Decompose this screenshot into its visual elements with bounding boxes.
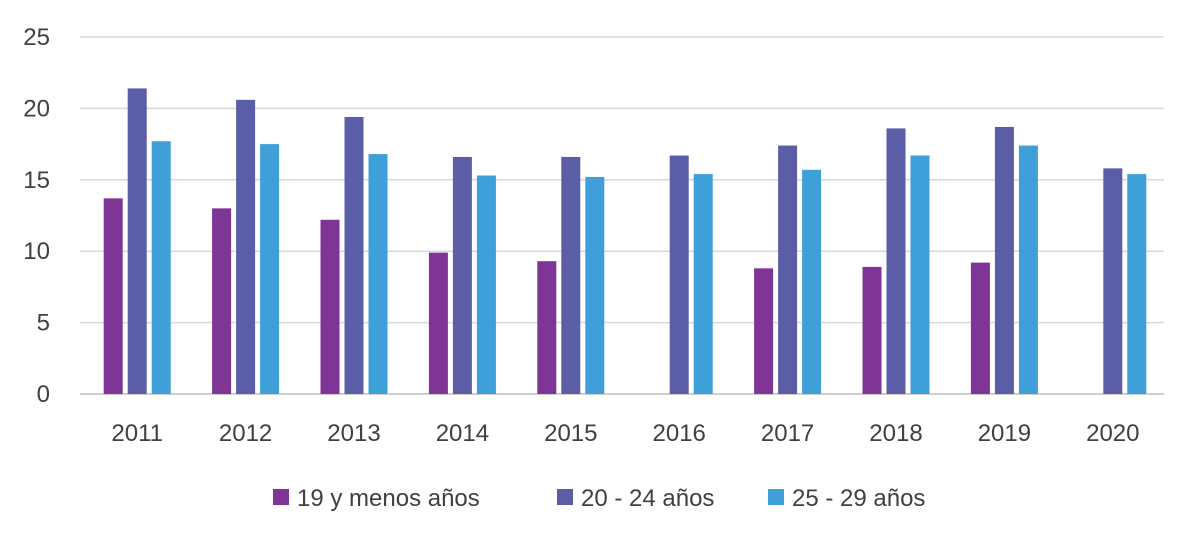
x-axis-ticks: 2011 2012 2013 2014 2015 2016 2017 2018 2019 2020	[111, 420, 1139, 447]
legend-item: 19 y menos años	[273, 485, 480, 512]
bar-2018-series-2	[886, 128, 906, 394]
x-tick-label: 2017	[761, 420, 814, 447]
bar-2017-series-1	[754, 268, 774, 394]
bar-2012-series-1	[212, 208, 232, 394]
bar-2012-series-2	[236, 99, 256, 394]
y-axis-ticks: 0 5 10 15 20 25	[23, 24, 50, 408]
y-tick-label: 15	[23, 167, 50, 194]
bar-2019-series-3	[1018, 145, 1038, 394]
x-tick-label: 2016	[653, 420, 706, 447]
bar-2018-series-3	[910, 155, 930, 394]
x-tick-label: 2011	[111, 420, 163, 447]
x-tick-label: 2018	[869, 420, 922, 447]
bar-2014-series-3	[476, 175, 496, 394]
legend-label: 20 - 24 años	[581, 485, 714, 512]
y-tick-label: 10	[23, 238, 50, 265]
x-tick-label: 2012	[219, 420, 272, 447]
bar-2020-series-3	[1127, 174, 1147, 394]
bar-2019-series-1	[970, 262, 990, 394]
bar-2019-series-2	[994, 126, 1014, 395]
bar-2016-series-3	[693, 174, 713, 394]
legend-item: 25 - 29 años	[768, 485, 925, 512]
y-tick-label: 0	[37, 381, 50, 408]
legend-label: 19 y menos años	[297, 485, 480, 512]
bar-2015-series-3	[585, 176, 605, 394]
bars	[103, 88, 1147, 395]
legend-swatch	[273, 489, 289, 505]
bar-2012-series-3	[260, 144, 280, 394]
bar-2011-series-2	[127, 88, 147, 395]
bar-2016-series-2	[669, 155, 689, 394]
bar-2013-series-2	[344, 116, 364, 394]
bar-2015-series-2	[561, 156, 581, 394]
bar-2011-series-1	[103, 198, 123, 394]
bar-2018-series-1	[862, 266, 882, 394]
bar-2014-series-2	[452, 156, 472, 394]
bar-2011-series-3	[151, 141, 171, 394]
x-tick-label: 2015	[544, 420, 597, 447]
legend-swatch	[768, 489, 784, 505]
legend-label: 25 - 29 años	[792, 485, 925, 512]
legend: 19 y menos años 20 - 24 años 25 - 29 años	[273, 485, 925, 512]
legend-item: 20 - 24 años	[557, 485, 714, 512]
bar-2017-series-3	[802, 169, 822, 394]
x-tick-label: 2020	[1086, 420, 1139, 447]
bar-2017-series-2	[778, 145, 798, 394]
bar-2014-series-1	[428, 252, 448, 394]
bar-2013-series-3	[368, 154, 388, 394]
bar-2020-series-2	[1103, 168, 1123, 394]
bar-2013-series-1	[320, 219, 340, 394]
x-tick-label: 2014	[436, 420, 489, 447]
x-tick-label: 2019	[978, 420, 1031, 447]
bar-2015-series-1	[537, 261, 557, 394]
x-tick-label: 2013	[327, 420, 380, 447]
y-tick-label: 25	[23, 24, 50, 51]
y-tick-label: 20	[23, 95, 50, 122]
legend-swatch	[557, 489, 573, 505]
y-tick-label: 5	[37, 310, 50, 337]
